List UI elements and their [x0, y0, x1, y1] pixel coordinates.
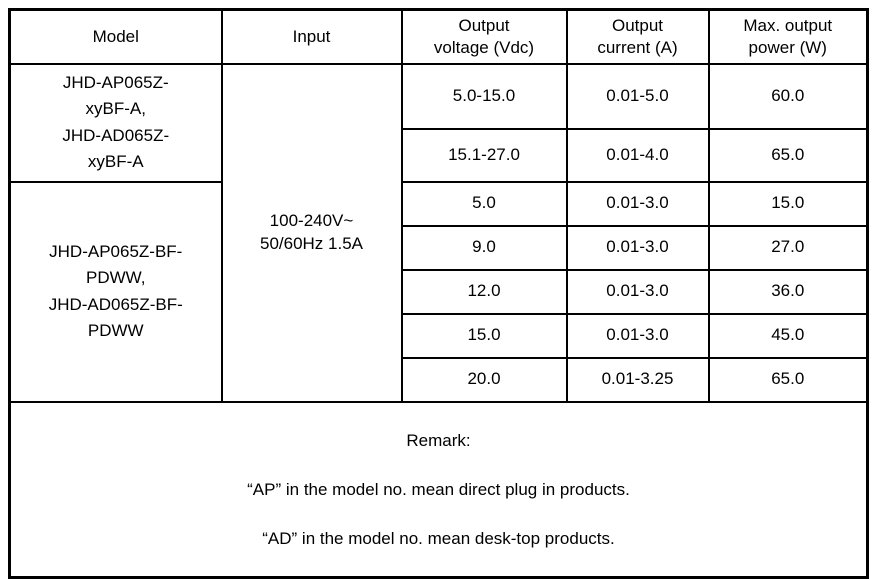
table-row: JHD-AP065Z-BF- PDWW, JHD-AD065Z-BF- PDWW…: [8, 180, 869, 403]
cell-output-voltage: 15.1-27.0: [400, 127, 568, 183]
cell-output-current: 0.01-5.0: [565, 62, 710, 130]
table-row: 20.0 0.01-3.25 65.0: [10, 356, 869, 403]
cell-output-voltage: 15.0: [400, 312, 568, 359]
remark-title: Remark:: [406, 430, 471, 450]
cell-output-voltage: 20.0: [400, 356, 568, 403]
cell-output-current: 0.01-3.0: [565, 180, 710, 227]
cell-output-current: 0.01-3.0: [565, 268, 710, 315]
header-model: Model: [8, 8, 223, 65]
cell-max-power: 60.0: [707, 62, 869, 130]
header-output-voltage: Output voltage (Vdc): [400, 8, 568, 65]
table-row: 12.0 0.01-3.0 36.0: [10, 268, 869, 315]
remark-cell: Remark: “AP” in the model no. mean direc…: [8, 400, 869, 579]
cell-max-power: 27.0: [707, 224, 869, 271]
cell-output-voltage: 9.0: [400, 224, 568, 271]
cell-output-voltage: 12.0: [400, 268, 568, 315]
model-group-2-cell: JHD-AP065Z-BF- PDWW, JHD-AD065Z-BF- PDWW: [8, 180, 223, 403]
header-max-output-power: Max. output power (W): [707, 8, 869, 65]
table-row: 9.0 0.01-3.0 27.0: [10, 224, 869, 271]
page: Model Input Output voltage (Vdc) Output …: [8, 8, 869, 579]
power-spec-table: Model Input Output voltage (Vdc) Output …: [8, 8, 869, 579]
header-output-current: Output current (A): [565, 8, 710, 65]
cell-max-power: 36.0: [707, 268, 869, 315]
remark-line-ap: “AP” in the model no. mean direct plug i…: [247, 479, 630, 499]
remark-line-ad: “AD” in the model no. mean desk-top prod…: [262, 529, 615, 549]
header-input: Input: [220, 8, 403, 65]
cell-output-current: 0.01-3.0: [565, 224, 710, 271]
cell-max-power: 15.0: [707, 180, 869, 227]
model-group-1-cell: JHD-AP065Z- xyBF-A, JHD-AD065Z- xyBF-A: [8, 62, 223, 183]
cell-max-power: 45.0: [707, 312, 869, 359]
input-cell: 100-240V~ 50/60Hz 1.5A: [220, 62, 403, 403]
cell-output-voltage: 5.0-15.0: [400, 62, 568, 130]
cell-output-current: 0.01-3.25: [565, 356, 710, 403]
cell-max-power: 65.0: [707, 356, 869, 403]
cell-max-power: 65.0: [707, 127, 869, 183]
cell-output-current: 0.01-3.0: [565, 312, 710, 359]
cell-output-current: 0.01-4.0: [565, 127, 710, 183]
table-row: 15.1-27.0 0.01-4.0 65.0: [10, 127, 869, 183]
table-row: 15.0 0.01-3.0 45.0: [10, 312, 869, 359]
cell-output-voltage: 5.0: [400, 180, 568, 227]
table-row: JHD-AP065Z- xyBF-A, JHD-AD065Z- xyBF-A 1…: [8, 62, 869, 403]
remark-row: Remark: “AP” in the model no. mean direc…: [8, 400, 869, 579]
header-row: Model Input Output voltage (Vdc) Output …: [8, 8, 869, 65]
